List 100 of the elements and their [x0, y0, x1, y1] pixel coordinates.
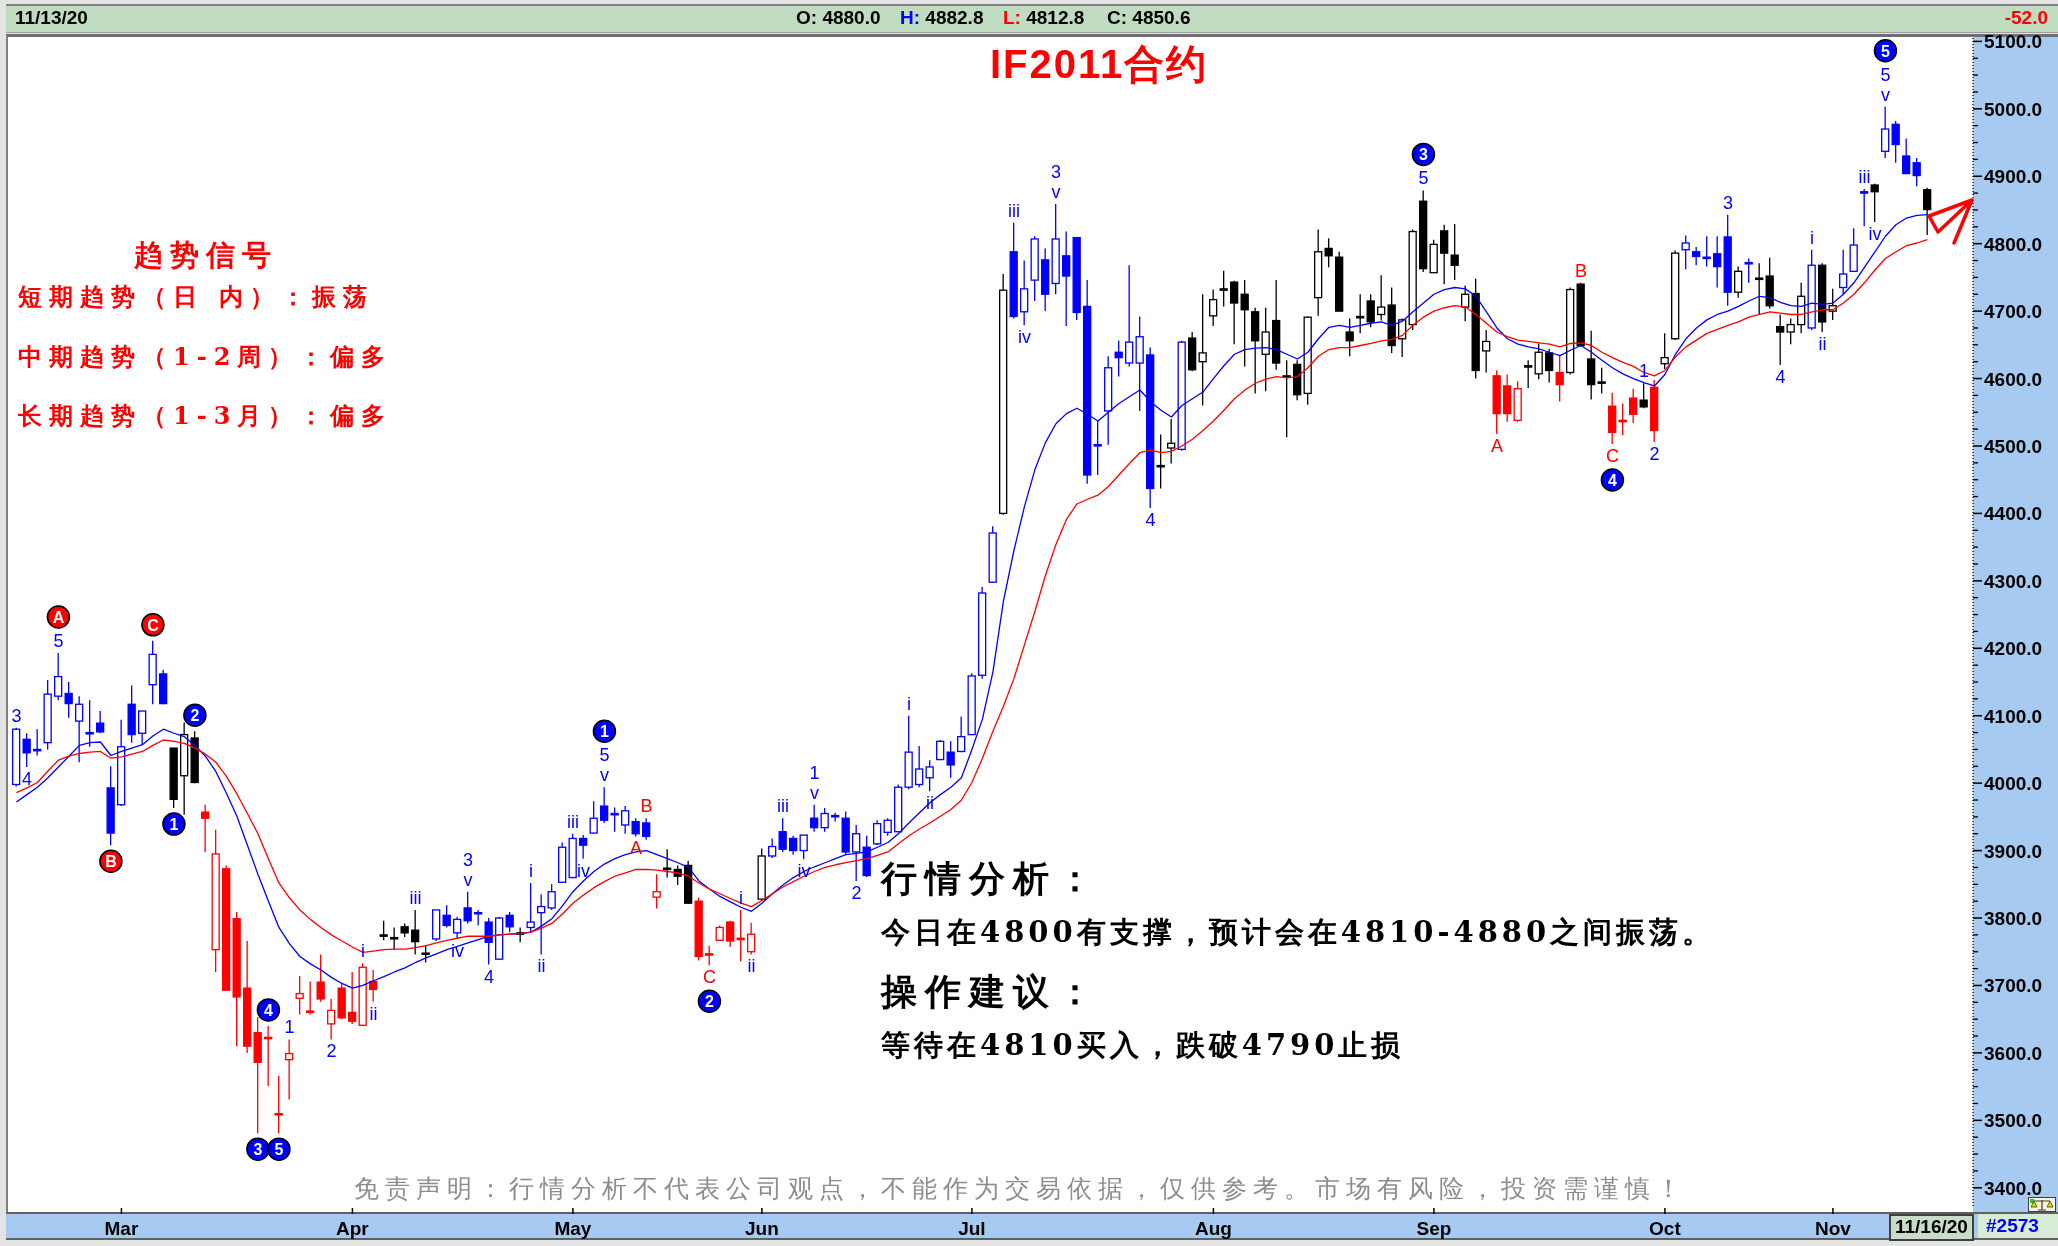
annotation: B	[1574, 260, 1587, 281]
text: 11/13/20	[15, 7, 88, 30]
candlestick	[1524, 359, 1533, 389]
text: #2573	[1986, 1215, 2039, 1238]
candlestick	[663, 848, 672, 879]
candlestick	[1366, 293, 1375, 328]
y-tick-label: 4900.0	[1984, 165, 2043, 187]
candlestick	[1839, 249, 1848, 295]
candlestick	[1860, 188, 1869, 227]
candlestick	[1639, 382, 1648, 409]
annotation: i	[360, 941, 365, 962]
annotation: 5	[1880, 64, 1891, 85]
candlestick	[138, 710, 147, 746]
candlestick	[1534, 342, 1543, 380]
x-tick-label: Mar	[104, 1217, 139, 1239]
candlestick	[1545, 348, 1554, 384]
y-tick-label: 5100.0	[1984, 30, 2043, 52]
annotation: 4	[1607, 471, 1617, 489]
y-tick-label: 4600.0	[1984, 368, 2043, 390]
candlestick	[799, 834, 808, 861]
annotation: 2	[851, 882, 862, 903]
y-tick-label: 4300.0	[1984, 570, 2043, 592]
annotation: 行情分析：	[881, 857, 1101, 901]
annotation: 1	[809, 762, 820, 783]
candlestick	[1093, 420, 1102, 476]
annotation: 5	[1880, 42, 1890, 60]
annotation: 1	[169, 815, 179, 833]
y-tick-label: 4200.0	[1984, 637, 2043, 659]
y-tick-label: 3900.0	[1984, 840, 2043, 862]
annotation: 5	[274, 1140, 284, 1158]
annotation: v	[809, 782, 819, 803]
candlestick	[642, 817, 651, 841]
candlestick	[505, 911, 514, 933]
annotation: A	[1490, 435, 1503, 456]
annotation: ii	[747, 956, 756, 977]
annotation: 5	[599, 745, 610, 766]
candlestick	[778, 817, 787, 853]
candlestick	[1555, 354, 1564, 403]
candlestick	[747, 922, 756, 956]
y-tick-label: 4100.0	[1984, 705, 2043, 727]
candlestick	[589, 800, 598, 835]
candlestick	[1923, 187, 1932, 236]
candlestick	[295, 975, 304, 1016]
candlestick	[1881, 106, 1890, 159]
y-tick-label: 3800.0	[1984, 907, 2043, 929]
candlestick	[1020, 259, 1029, 326]
annotation: B	[105, 852, 117, 870]
annotation: 3	[1050, 161, 1061, 182]
candlestick	[463, 891, 472, 925]
candlestick	[768, 837, 777, 859]
candlestick	[64, 681, 73, 719]
candlestick	[348, 971, 357, 1025]
y-tick-label: 4400.0	[1984, 502, 2043, 524]
annotation: 3	[462, 849, 473, 870]
candlestick	[1912, 157, 1921, 188]
annotation: C	[147, 616, 160, 634]
candlestick	[1240, 279, 1249, 368]
annotation: 2	[326, 1041, 337, 1062]
annotation: 2	[704, 992, 714, 1010]
x-tick-label: May	[554, 1217, 592, 1239]
annotation: iii	[409, 887, 422, 908]
annotation: ii	[1818, 334, 1827, 355]
candlestick	[274, 1075, 283, 1134]
annotation: 5	[53, 631, 64, 652]
annotation: iv	[1017, 327, 1031, 348]
candlestick	[1230, 280, 1239, 345]
annotation: i	[1809, 227, 1814, 248]
candlestick	[285, 1038, 294, 1101]
candlestick	[1692, 246, 1701, 266]
y-tick-label: 3600.0	[1984, 1042, 2043, 1064]
candlestick	[610, 806, 619, 833]
annotation: 1	[284, 1017, 295, 1038]
annotation: 3	[253, 1140, 263, 1158]
annotation: 3	[11, 705, 22, 726]
annotation: iv	[450, 940, 464, 961]
candlestick	[1062, 230, 1071, 327]
x-tick-label: Aug	[1194, 1217, 1232, 1239]
annotation: 4	[1775, 367, 1786, 388]
candlestick	[1713, 235, 1722, 289]
annotation: A	[52, 608, 65, 626]
annotation: v	[1051, 181, 1061, 202]
candlestick	[1734, 265, 1743, 299]
annotation: i	[528, 860, 533, 881]
candlestick	[1345, 317, 1354, 357]
candlestick	[957, 715, 966, 753]
annotation: C	[1605, 445, 1619, 466]
candlestick	[1597, 367, 1606, 395]
candlestick	[1156, 433, 1165, 490]
annotation: iii	[1858, 167, 1871, 188]
annotation: 1	[599, 722, 609, 740]
annotation: iv	[576, 860, 590, 881]
candlestick	[201, 804, 210, 853]
candlestick	[946, 740, 955, 779]
candlestick	[621, 805, 630, 835]
text: O: 4880.0	[796, 7, 881, 28]
candlestick	[547, 883, 556, 911]
candlestick	[411, 909, 420, 956]
candlestick	[1219, 270, 1228, 308]
candlestick	[1209, 288, 1218, 327]
candlestick	[1870, 183, 1879, 223]
